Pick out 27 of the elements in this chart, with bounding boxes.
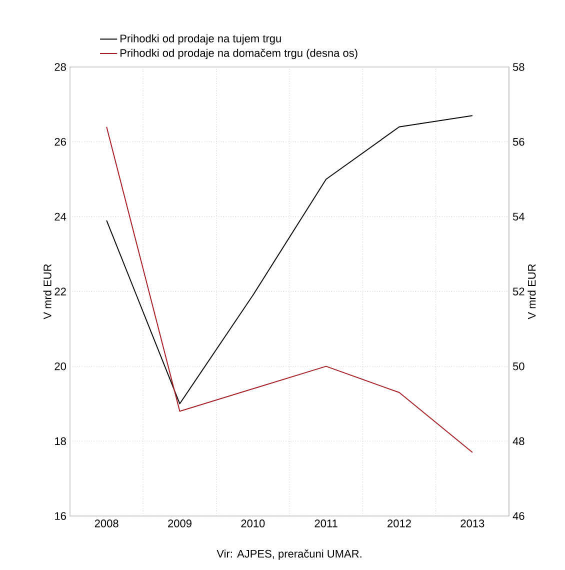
y-tick-label: 22 <box>54 288 66 296</box>
y-axis-title: V mrd EUR <box>43 264 52 320</box>
x-tick-label: 2008 <box>94 520 118 528</box>
y-tick-label: 18 <box>55 437 66 446</box>
x-tick-label: 2011 <box>314 520 338 528</box>
x-tick-label: 2012 <box>388 520 411 528</box>
y-tick-label: 26 <box>54 138 66 146</box>
y-tick-label: 24 <box>54 212 66 221</box>
y-tick-label: 20 <box>54 362 66 370</box>
y2-tick-label: 56 <box>512 138 524 146</box>
y2-tick-label: 58 <box>512 63 524 71</box>
line-series <box>106 115 473 404</box>
x-tick-label: 2009 <box>168 520 192 528</box>
x-tick-label: 2010 <box>241 520 265 528</box>
legend-label: Prihodki od prodaje na tujem trgu <box>120 34 281 45</box>
y2-tick-label: 54 <box>512 212 524 221</box>
line-series <box>106 126 473 453</box>
x-tick-label: 2013 <box>460 520 484 528</box>
y2-tick-label: 52 <box>512 288 524 296</box>
y-tick-label: 16 <box>55 512 66 520</box>
y-tick-label: 28 <box>54 63 66 71</box>
legend-label: Prihodki od prodaje na domačem trgu (desna os) <box>120 48 358 60</box>
y2-axis-title: V mrd EUR <box>528 264 536 320</box>
text: Vir: AJPES, preračuni UMAR. <box>216 550 362 560</box>
y2-tick-label: 46 <box>512 512 524 520</box>
y2-tick-label: 48 <box>512 437 524 446</box>
y2-tick-label: 50 <box>512 362 524 370</box>
